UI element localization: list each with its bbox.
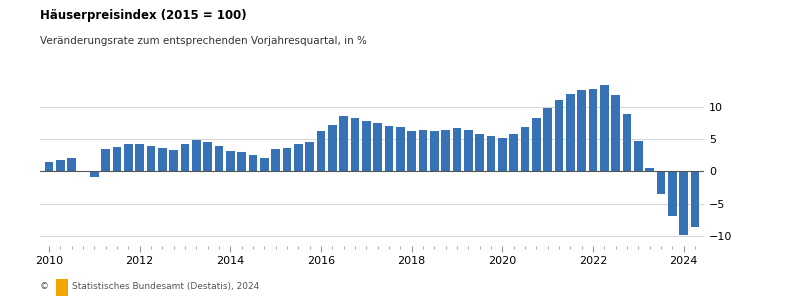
Bar — [203, 142, 212, 172]
Bar — [554, 100, 563, 172]
Bar — [510, 134, 518, 172]
Bar — [475, 134, 484, 172]
Bar — [385, 126, 394, 172]
Bar — [430, 131, 438, 172]
Bar — [306, 142, 314, 172]
Bar — [611, 95, 620, 172]
Bar — [271, 149, 280, 172]
Bar — [260, 158, 269, 172]
Bar — [668, 172, 677, 215]
Bar — [135, 144, 144, 172]
Bar — [282, 148, 291, 172]
Bar — [374, 123, 382, 172]
Bar — [102, 149, 110, 172]
Bar — [67, 158, 76, 172]
Bar — [566, 94, 574, 172]
Bar — [362, 121, 370, 172]
Bar — [634, 141, 642, 172]
Bar — [56, 160, 65, 172]
Bar — [79, 171, 87, 172]
Bar — [339, 116, 348, 172]
Bar — [226, 151, 234, 172]
Bar — [396, 128, 405, 172]
Bar — [464, 130, 473, 172]
Bar — [192, 140, 201, 172]
Bar — [418, 130, 427, 172]
Bar — [45, 162, 54, 172]
Bar — [521, 128, 530, 172]
Bar — [146, 146, 155, 172]
Bar — [294, 144, 302, 172]
Bar — [350, 118, 359, 172]
Text: ©: © — [40, 282, 49, 291]
Text: Häuserpreisindex (2015 = 100): Häuserpreisindex (2015 = 100) — [40, 9, 246, 22]
Bar — [124, 144, 133, 172]
Bar — [622, 115, 631, 172]
Bar — [90, 172, 98, 177]
Bar — [158, 148, 166, 172]
Bar — [646, 168, 654, 172]
Bar — [589, 88, 598, 172]
Bar — [181, 144, 190, 172]
Bar — [498, 138, 506, 172]
Bar — [453, 128, 462, 172]
Text: Statistisches Bundesamt (Destatis), 2024: Statistisches Bundesamt (Destatis), 2024 — [72, 282, 259, 291]
Bar — [657, 172, 665, 194]
Bar — [214, 146, 223, 172]
Bar — [600, 85, 609, 172]
Bar — [690, 172, 699, 226]
Text: Veränderungsrate zum entsprechenden Vorjahresquartal, in %: Veränderungsrate zum entsprechenden Vorj… — [40, 36, 367, 46]
Bar — [679, 172, 688, 235]
Bar — [328, 125, 337, 172]
Bar — [238, 152, 246, 172]
Bar — [317, 131, 326, 172]
Bar — [407, 131, 416, 172]
Bar — [442, 130, 450, 172]
Bar — [486, 136, 495, 172]
Bar — [578, 91, 586, 172]
Bar — [249, 155, 258, 172]
Bar — [532, 118, 541, 172]
Bar — [113, 147, 122, 172]
Bar — [170, 150, 178, 172]
Bar — [543, 108, 552, 172]
